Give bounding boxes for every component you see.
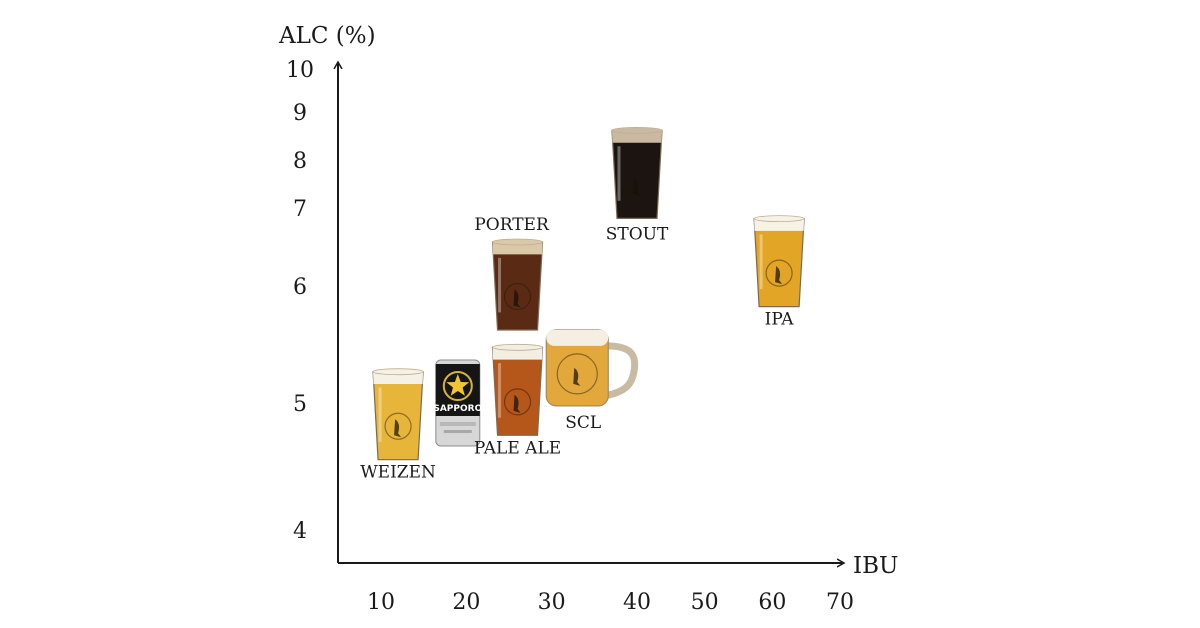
- x-tick-label: 70: [826, 590, 854, 615]
- point-label: SCL: [565, 413, 601, 433]
- point-pale-ale: PALE ALE: [474, 343, 561, 458]
- y-tick-label: 7: [293, 197, 307, 222]
- y-axis-title: ALC (%): [278, 23, 376, 49]
- x-tick-label: 60: [758, 590, 786, 615]
- x-tick-label: 20: [452, 590, 480, 615]
- point-label: PORTER: [474, 215, 550, 235]
- point-ipa: IPA: [753, 215, 805, 330]
- point-porter: PORTER: [474, 215, 550, 331]
- y-tick-label: 10: [286, 58, 314, 83]
- can-brand-text: SAPPORO: [433, 404, 482, 414]
- point-label: WEIZEN: [360, 463, 436, 483]
- point-stout: STOUT: [606, 126, 669, 244]
- x-tick-label: 50: [691, 590, 719, 615]
- x-tick-label: 10: [367, 590, 395, 615]
- point-sapporo-can: SAPPORO: [433, 359, 483, 447]
- y-tick-label: 5: [293, 392, 307, 417]
- y-tick-label: 8: [293, 149, 307, 174]
- x-tick-label: 40: [623, 590, 651, 615]
- point-label: STOUT: [606, 224, 669, 244]
- point-label: IPA: [765, 310, 795, 330]
- y-tick-labels: 4 5 6 7 8 9 10: [286, 58, 314, 544]
- x-tick-label: 30: [538, 590, 566, 615]
- y-tick-label: 4: [293, 519, 307, 544]
- x-axis-title: IBU: [853, 553, 898, 579]
- y-tick-label: 9: [293, 101, 307, 126]
- point-label: PALE ALE: [474, 438, 561, 458]
- y-tick-label: 6: [293, 275, 307, 300]
- x-tick-labels: 10 20 30 40 50 60 70: [367, 590, 854, 615]
- data-points: WEIZEN SAPPORO PALE ALE PORTER SCL STOUT IPA: [360, 126, 805, 483]
- point-weizen: WEIZEN: [360, 368, 436, 483]
- point-scl: SCL: [545, 329, 639, 433]
